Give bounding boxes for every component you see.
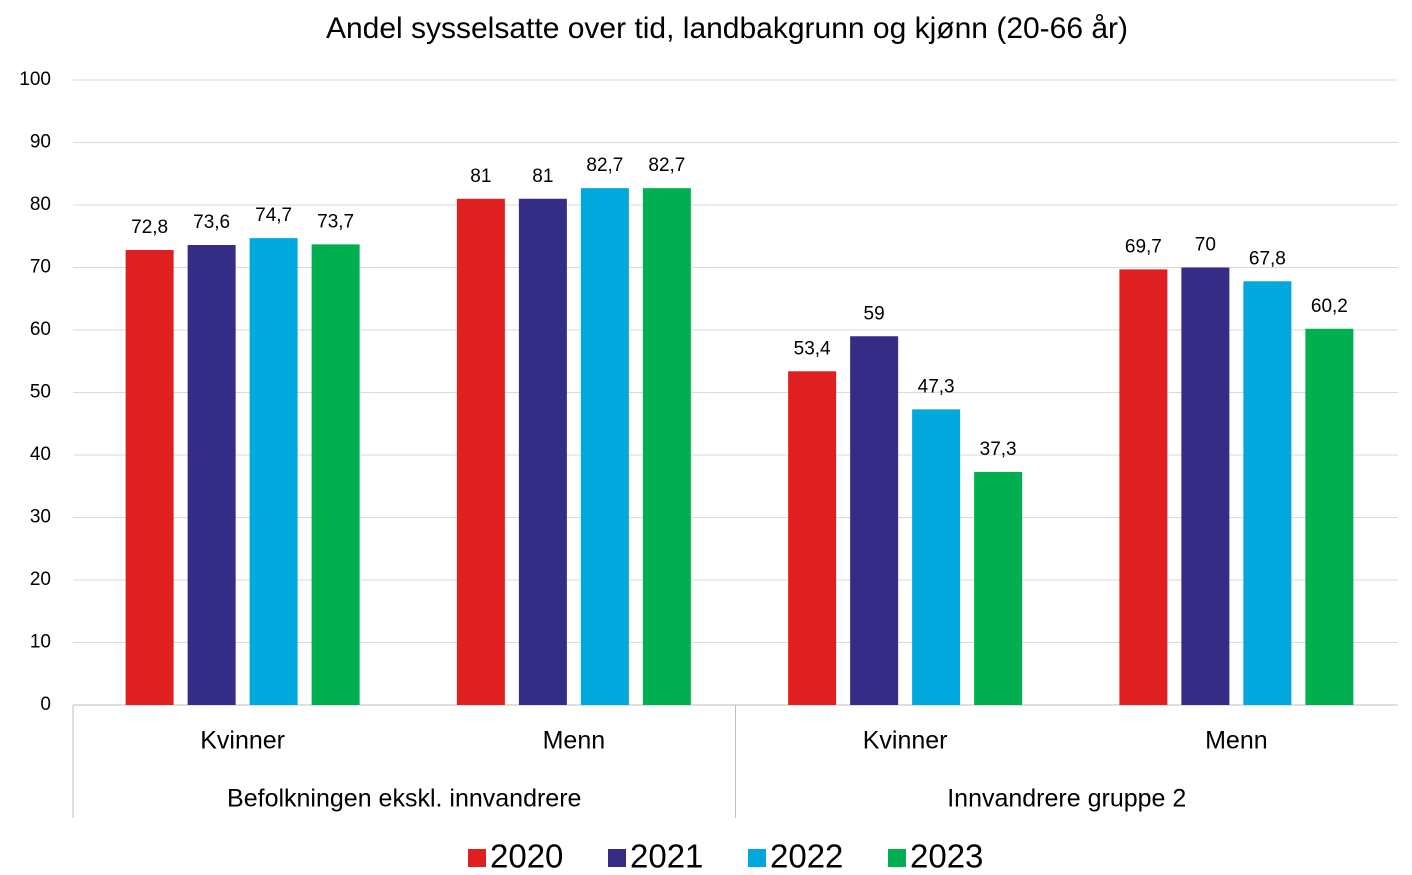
legend-swatch <box>608 849 626 867</box>
y-tick-label: 90 <box>30 132 51 153</box>
legend-label: 2022 <box>770 838 843 875</box>
bar <box>456 198 505 705</box>
y-tick-label: 80 <box>30 194 51 215</box>
bar <box>1243 281 1292 705</box>
x-tick-label: Menn <box>543 727 606 755</box>
bar <box>912 409 961 705</box>
bar <box>1181 267 1230 705</box>
value-label: 82,7 <box>648 155 685 176</box>
value-label: 74,7 <box>255 205 292 226</box>
value-label: 47,3 <box>918 376 955 397</box>
y-tick-label: 70 <box>30 257 51 278</box>
legend-label: 2023 <box>910 838 983 875</box>
value-label: 37,3 <box>980 439 1017 460</box>
group-label: Befolkningen ekskl. innvandrere <box>227 785 581 813</box>
y-tick-label: 20 <box>30 569 51 590</box>
bar <box>974 471 1023 705</box>
value-label: 69,7 <box>1125 236 1162 257</box>
bar <box>187 245 236 705</box>
legend-swatch <box>748 849 766 867</box>
y-tick-label: 10 <box>30 632 51 653</box>
value-label: 60,2 <box>1311 296 1348 317</box>
bar <box>580 188 629 705</box>
value-label: 81 <box>470 166 491 187</box>
bar <box>311 244 360 705</box>
group-label: Innvandrere gruppe 2 <box>947 785 1186 813</box>
bar <box>249 238 298 705</box>
x-tick-label: Menn <box>1205 727 1268 755</box>
bar <box>642 188 691 705</box>
bar <box>1305 328 1354 705</box>
value-label: 73,6 <box>193 212 230 233</box>
value-label: 59 <box>864 303 885 324</box>
y-tick-label: 50 <box>30 382 51 403</box>
y-tick-label: 30 <box>30 507 51 528</box>
y-tick-label: 100 <box>19 69 51 90</box>
chart-title: Andel sysselsatte over tid, landbakgrunn… <box>326 12 1128 45</box>
legend-label: 2020 <box>490 838 563 875</box>
y-tick-label: 60 <box>30 319 51 340</box>
y-tick-label: 40 <box>30 444 51 465</box>
legend-swatch <box>888 849 906 867</box>
value-label: 53,4 <box>794 338 831 359</box>
bar <box>125 250 174 705</box>
y-tick-label: 0 <box>40 694 51 715</box>
value-label: 81 <box>532 166 553 187</box>
value-label: 82,7 <box>586 155 623 176</box>
bar <box>788 371 837 705</box>
value-label: 72,8 <box>131 217 168 238</box>
x-tick-label: Kvinner <box>200 727 285 755</box>
value-label: 70 <box>1195 235 1216 256</box>
bar <box>518 198 567 705</box>
bar <box>1119 269 1168 705</box>
legend-label: 2021 <box>630 838 703 875</box>
value-label: 73,7 <box>317 211 354 232</box>
bar <box>850 336 899 705</box>
x-tick-label: Kvinner <box>863 727 948 755</box>
legend-swatch <box>468 849 486 867</box>
value-label: 67,8 <box>1249 248 1286 269</box>
